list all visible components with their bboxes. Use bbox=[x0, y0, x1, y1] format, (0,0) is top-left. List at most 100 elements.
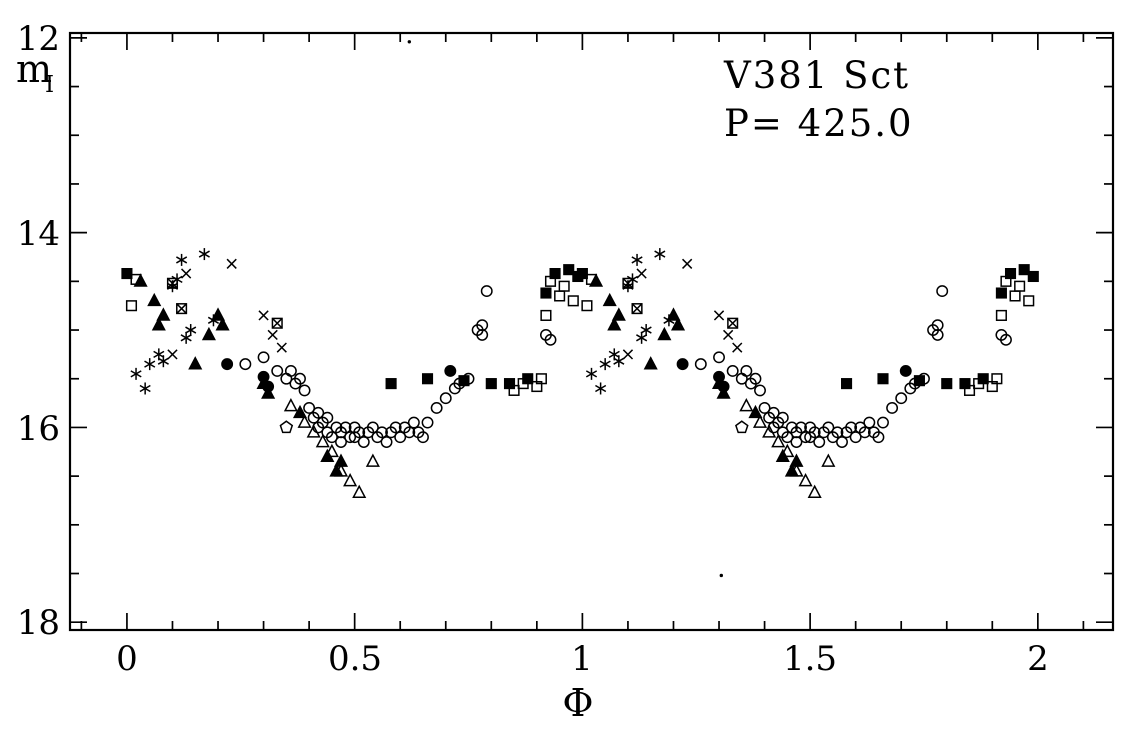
data-point-filled-circle bbox=[713, 370, 725, 383]
data-point-filled-square bbox=[1018, 264, 1030, 276]
data-point-open-circle bbox=[895, 392, 908, 405]
data-point-filled-triangle bbox=[201, 326, 216, 341]
data-point-open-triangle bbox=[798, 472, 813, 487]
data-point-open-circle bbox=[344, 431, 357, 444]
x-axis-title: Φ bbox=[562, 681, 593, 725]
data-point-open-triangle bbox=[352, 484, 367, 499]
data-point-filled-triangle bbox=[589, 273, 604, 287]
data-point-open-circle bbox=[421, 416, 434, 429]
data-point-open-circle bbox=[931, 328, 944, 341]
data-point-open-circle bbox=[776, 411, 789, 424]
data-point-cross bbox=[732, 342, 743, 353]
data-point-open-circle bbox=[713, 351, 725, 364]
data-point-open-square bbox=[1009, 290, 1021, 302]
data-point-open-circle bbox=[325, 431, 338, 444]
data-point-open-circle bbox=[407, 416, 420, 429]
data-point-open-square bbox=[540, 309, 552, 321]
y-tick-label-16: 16 bbox=[17, 409, 60, 449]
data-point-cross bbox=[258, 310, 269, 321]
data-point-filled-triangle bbox=[215, 317, 230, 331]
data-point-open-circle bbox=[430, 402, 443, 414]
data-point-open-circle bbox=[480, 285, 493, 298]
data-point-open-triangle bbox=[807, 484, 822, 499]
data-point-open-circle bbox=[877, 416, 889, 429]
data-point-asterisk bbox=[636, 331, 648, 344]
data-point-asterisk bbox=[595, 382, 607, 395]
x-tick-label-2: 2 bbox=[1027, 639, 1049, 679]
data-point-open-square bbox=[581, 300, 593, 312]
data-point-open-circle bbox=[366, 421, 379, 434]
data-point-open-circle bbox=[417, 431, 429, 444]
plot-frame bbox=[68, 31, 1115, 632]
data-point-open-triangle bbox=[315, 434, 330, 448]
data-point-open-circle bbox=[376, 426, 388, 439]
data-point-open-circle bbox=[822, 421, 835, 434]
data-point-open-circle bbox=[380, 436, 393, 448]
data-point-filled-square bbox=[995, 287, 1007, 299]
data-point-cross bbox=[167, 349, 178, 360]
data-point-filled-triangle bbox=[151, 317, 166, 331]
data-point-open-square bbox=[567, 295, 579, 307]
data-point-open-pentagon bbox=[279, 420, 294, 434]
data-point-filled-square bbox=[563, 264, 575, 276]
data-point-open-square bbox=[1000, 275, 1012, 287]
data-point-asterisk bbox=[585, 367, 598, 380]
data-point-open-circle bbox=[321, 411, 334, 424]
data-point-asterisk bbox=[631, 253, 643, 266]
data-point-open-pentagon bbox=[735, 420, 749, 434]
data-point-open-square bbox=[1014, 280, 1026, 292]
data-point-open-circle bbox=[758, 402, 771, 414]
text-layer: 12 14 16 18 0 0.5 1 1.5 2 m I Φ V381 Sct… bbox=[16, 19, 1049, 725]
data-point-open-circle bbox=[858, 426, 871, 439]
data-point-open-square bbox=[991, 373, 1003, 385]
data-point-filled-triangle bbox=[602, 292, 617, 307]
data-point-open-circle bbox=[726, 364, 739, 377]
data-point-open-circle bbox=[767, 406, 780, 419]
data-point-filled-square bbox=[458, 375, 470, 387]
data-point-filled-triangle bbox=[210, 307, 226, 321]
data-point-open-circle bbox=[544, 333, 557, 346]
data-point-open-circle bbox=[795, 421, 807, 434]
data-point-open-square bbox=[535, 373, 547, 385]
data-point-open-circle bbox=[389, 421, 402, 434]
data-point-open-circle bbox=[936, 285, 949, 298]
data-point-asterisk bbox=[640, 324, 652, 337]
data-point-asterisk bbox=[144, 358, 156, 371]
data-point-filled-square bbox=[385, 378, 397, 390]
y-tick-label-14: 14 bbox=[17, 214, 60, 254]
data-point-boxed-cross bbox=[271, 317, 283, 329]
data-point-filled-triangle bbox=[133, 273, 148, 287]
data-point-filled-square bbox=[421, 373, 434, 385]
data-point-open-triangle bbox=[324, 443, 339, 458]
data-point-filled-triangle bbox=[147, 292, 162, 307]
data-point-filled-circle bbox=[676, 358, 689, 371]
axes-layer bbox=[68, 31, 1115, 632]
y-axis-title-subscript: I bbox=[45, 72, 54, 98]
data-point-asterisk bbox=[130, 367, 142, 380]
data-point-open-circle bbox=[749, 372, 762, 385]
data-point-filled-square bbox=[572, 270, 584, 283]
data-point-open-triangle bbox=[333, 463, 349, 477]
data-point-filled-square bbox=[913, 375, 925, 387]
data-point-filled-square bbox=[121, 268, 133, 280]
data-point-open-square bbox=[517, 378, 529, 390]
data-point-open-circle bbox=[294, 372, 306, 385]
data-point-asterisk bbox=[663, 314, 675, 327]
points-layer bbox=[121, 40, 1039, 578]
data-point-open-circle bbox=[394, 431, 407, 444]
data-point-cross bbox=[276, 342, 287, 353]
data-point-filled-circle bbox=[899, 364, 912, 377]
data-point-asterisk bbox=[180, 331, 192, 344]
data-point-open-circle bbox=[831, 426, 844, 439]
data-point-open-circle bbox=[813, 436, 826, 448]
data-point-boxed-cross bbox=[166, 277, 179, 289]
data-point-cross bbox=[226, 258, 237, 269]
data-point-filled-square bbox=[485, 378, 497, 390]
data-point-open-circle bbox=[284, 364, 297, 377]
data-point-open-square bbox=[544, 275, 557, 287]
data-point-open-circle bbox=[439, 392, 452, 405]
data-point-open-circle bbox=[790, 436, 803, 448]
data-point-open-square bbox=[558, 280, 570, 292]
data-point-open-circle bbox=[1000, 333, 1012, 346]
